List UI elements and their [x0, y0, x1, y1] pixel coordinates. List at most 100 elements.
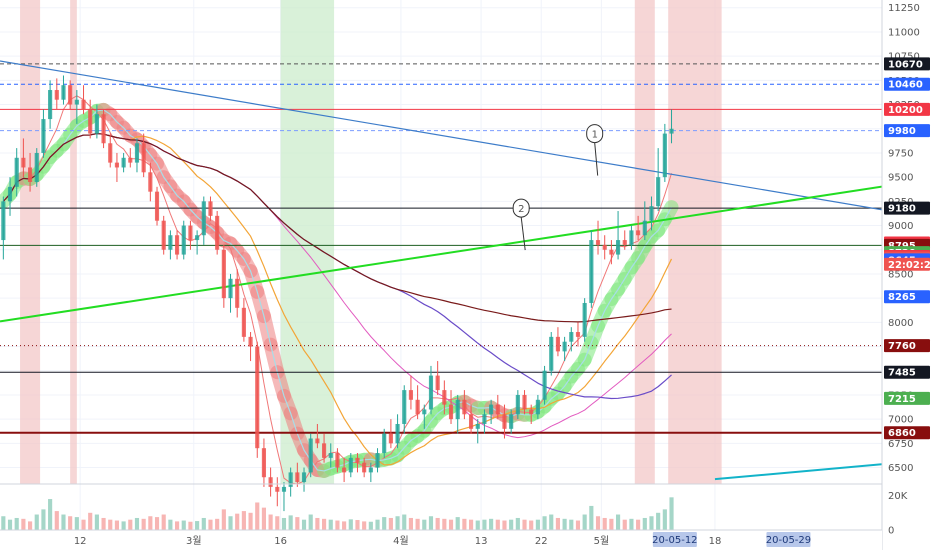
- candle-body: [489, 404, 494, 415]
- candle-body: [261, 448, 267, 478]
- price-tick-label: 6750: [888, 439, 913, 450]
- candle-body: [442, 390, 447, 405]
- candle-body: [569, 332, 574, 342]
- volume-bar: [615, 514, 621, 530]
- volume-bar: [435, 517, 440, 530]
- candle-body: [7, 186, 13, 202]
- candle-body: [535, 399, 540, 415]
- volume-bar: [1, 516, 6, 530]
- volume-tick-label: 0: [888, 526, 894, 537]
- volume-bar: [582, 514, 587, 530]
- horizontal-levels: [0, 63, 882, 434]
- candle-body: [168, 235, 173, 250]
- candle-body: [268, 477, 273, 487]
- volume-bar: [181, 520, 186, 530]
- volume-bars: [1, 497, 674, 530]
- price-tick-label: 8000: [888, 318, 913, 329]
- time-tick-label: 16: [274, 536, 287, 547]
- volume-bar: [442, 518, 447, 530]
- candle-body: [61, 85, 66, 100]
- volume-bar: [555, 517, 561, 530]
- volume-bar: [108, 519, 113, 530]
- volume-bar: [315, 517, 320, 530]
- volume-bar: [14, 517, 19, 530]
- candle-body: [448, 404, 454, 420]
- volume-bar: [542, 516, 547, 530]
- price-tags: 1067010460102009980918088208795872086808…: [884, 57, 932, 440]
- volume-bar: [94, 514, 99, 530]
- candle-body: [154, 191, 160, 221]
- volume-bar: [422, 519, 427, 530]
- candle-body: [355, 457, 360, 463]
- volume-bar: [535, 519, 540, 530]
- candle-body: [328, 453, 333, 458]
- volume-bar: [174, 521, 180, 530]
- price-tag: [884, 57, 930, 71]
- candle-body: [542, 370, 547, 400]
- volume-bar: [355, 520, 360, 530]
- volume-bar: [662, 509, 667, 530]
- volume-bar: [41, 509, 46, 530]
- candle-body: [275, 486, 280, 492]
- volume-bar: [128, 519, 133, 530]
- volume-bar: [515, 517, 520, 530]
- time-tick-label: 22: [535, 536, 548, 547]
- candle-body: [649, 206, 654, 221]
- price-tag-label: 6860: [888, 428, 916, 439]
- price-tag-label: 7760: [888, 341, 916, 352]
- volume-bar: [575, 520, 581, 530]
- volume-bar: [27, 521, 33, 530]
- volume-bar: [382, 517, 387, 530]
- volume-bar: [622, 519, 627, 530]
- volume-bar: [642, 517, 647, 530]
- candle-body: [68, 85, 73, 105]
- candle-body: [235, 278, 240, 308]
- price-tick-label: 7000: [888, 415, 913, 426]
- volume-bar: [21, 518, 26, 530]
- candle-body: [636, 230, 641, 236]
- callout-pointer: [594, 142, 599, 176]
- volume-bar: [215, 518, 220, 530]
- volume-bar: [121, 521, 126, 530]
- price-tick-label: 6500: [888, 463, 913, 474]
- candle-body: [248, 336, 253, 347]
- candle-body: [315, 438, 320, 444]
- price-tag-label: 22:02:27: [888, 260, 932, 271]
- volume-bar: [221, 509, 226, 530]
- candle-body: [375, 453, 380, 468]
- volume-bar: [395, 516, 400, 530]
- candle-body: [382, 433, 387, 454]
- candle-body: [74, 99, 79, 105]
- candle-body: [615, 240, 621, 255]
- grid: [0, 0, 882, 530]
- volume-bar: [161, 514, 166, 530]
- volume-bar: [629, 518, 634, 530]
- time-tick-label: 13: [475, 536, 488, 547]
- volume-bar: [502, 520, 507, 530]
- time-axis-panel[interactable]: [0, 530, 882, 550]
- time-tick-label: 12: [74, 536, 87, 547]
- candle-body: [595, 240, 601, 245]
- candle-body: [215, 215, 220, 250]
- price-tag-label: 10200: [888, 105, 923, 116]
- candle-body: [288, 472, 293, 487]
- time-axis[interactable]: 12 3월 16 4월 13 22 5월 18 20-05-12 20-05-29: [74, 532, 811, 547]
- candle-body: [509, 414, 514, 429]
- candle-body: [221, 249, 226, 299]
- candle-body: [455, 399, 460, 420]
- price-tag: [884, 124, 930, 138]
- candle-body: [335, 453, 340, 468]
- candle-body: [462, 399, 467, 415]
- callout-label: 2: [518, 204, 524, 215]
- volume-bar: [362, 521, 367, 530]
- volume-bar: [408, 517, 414, 530]
- candle-body: [662, 133, 667, 178]
- candle-body: [27, 167, 33, 182]
- volume-bar: [241, 511, 246, 530]
- trendline: [714, 458, 932, 481]
- price-axis-panel[interactable]: [882, 0, 932, 550]
- candle-body: [475, 423, 480, 429]
- volume-bar: [101, 517, 106, 530]
- volume-bar: [295, 517, 300, 530]
